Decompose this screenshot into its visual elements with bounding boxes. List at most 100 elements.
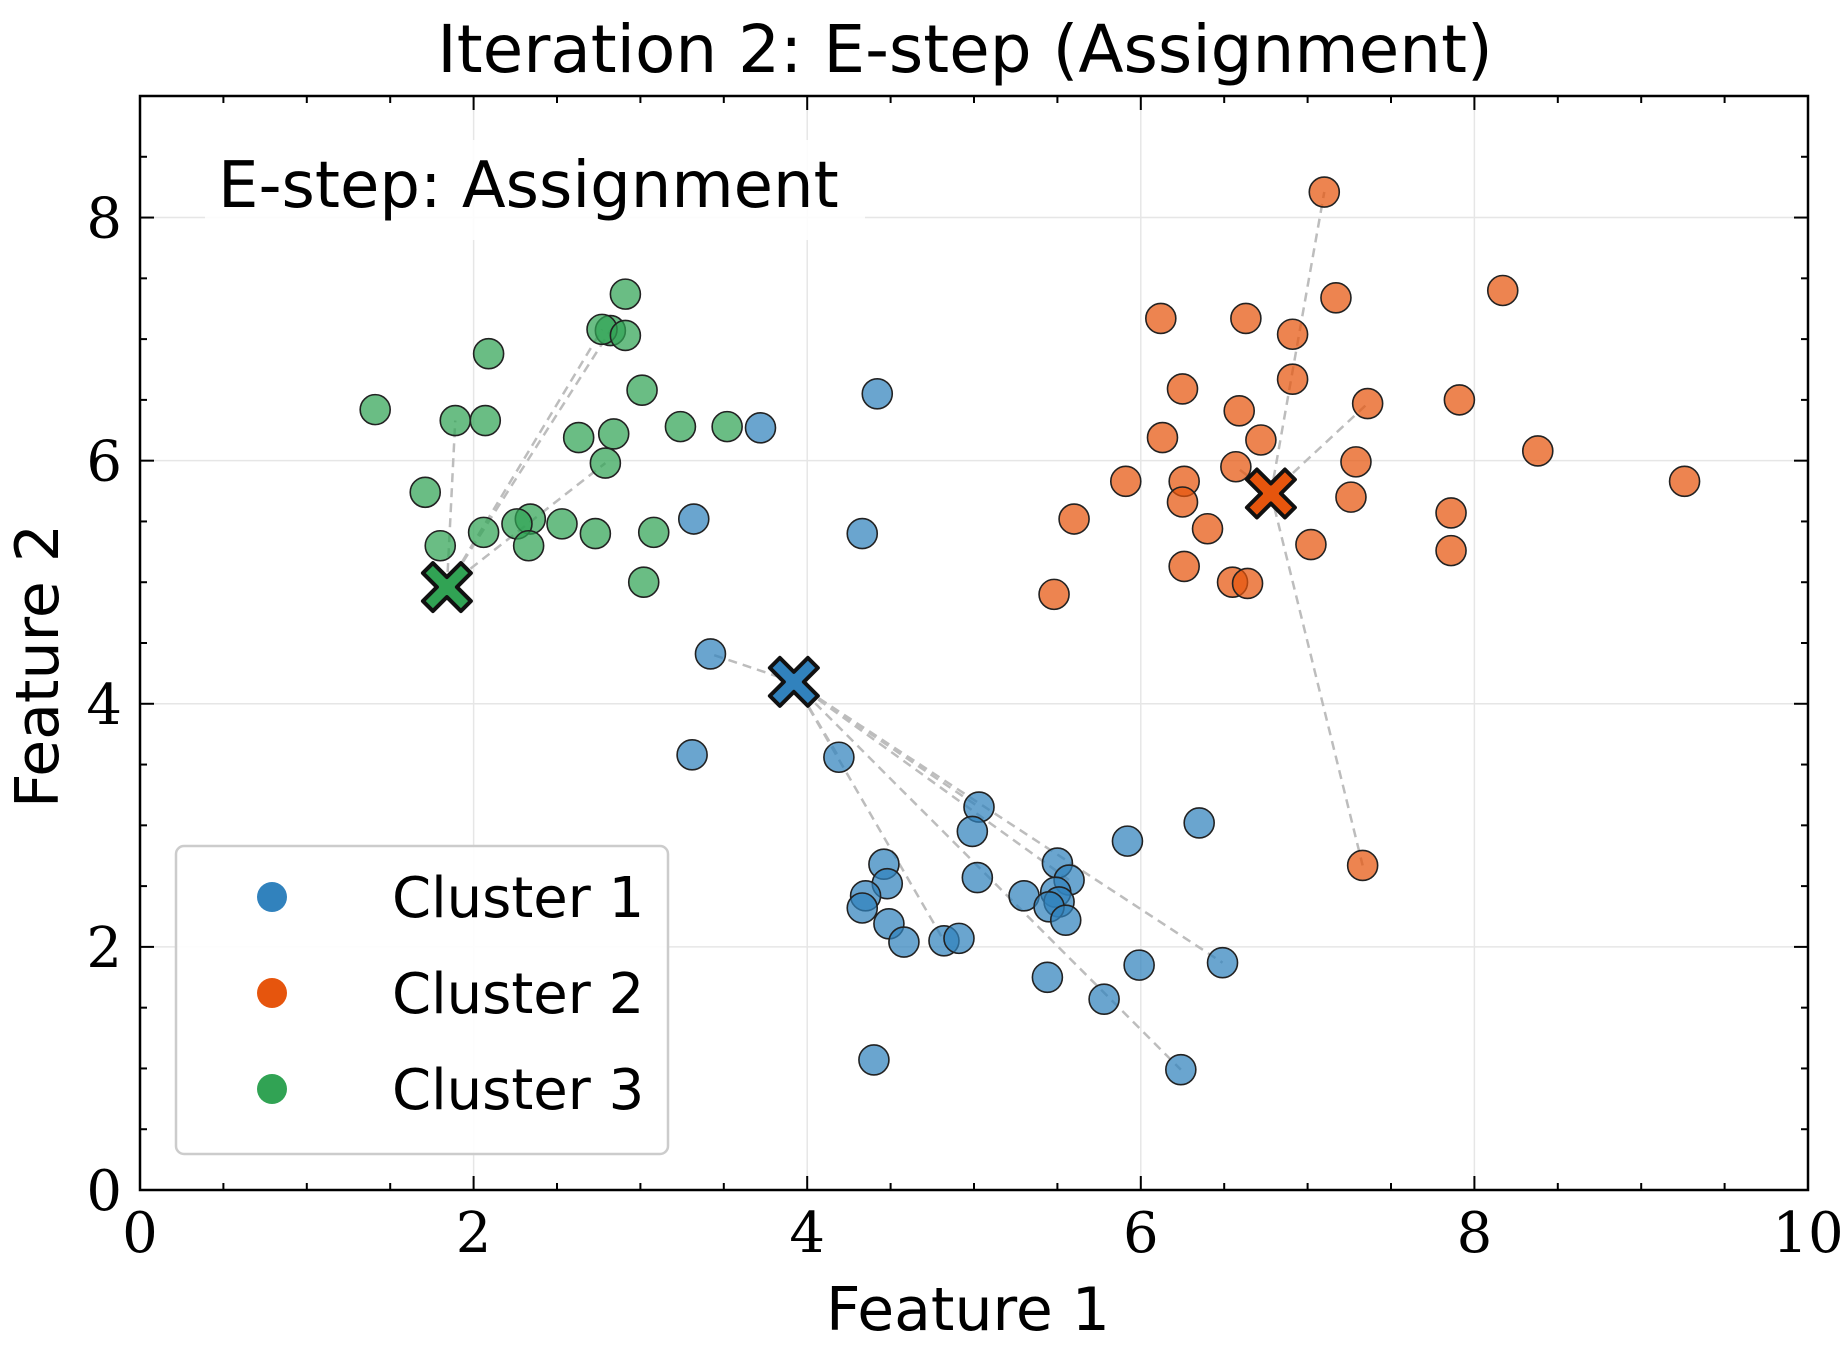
data-point-cluster-2 <box>1435 497 1467 529</box>
data-point-cluster-1 <box>943 922 975 955</box>
centroids <box>420 467 1297 708</box>
y-tick-label: 6 <box>86 430 122 495</box>
data-point-cluster-2 <box>1346 849 1379 882</box>
data-point-cluster-2 <box>1486 274 1519 307</box>
assignment-line <box>793 680 1070 882</box>
data-point-cluster-2 <box>1443 384 1476 416</box>
data-point-cluster-3 <box>664 410 697 443</box>
legend-label-cluster-3: Cluster 3 <box>392 1058 644 1123</box>
data-point-cluster-2 <box>1231 567 1264 600</box>
points <box>359 176 1701 1086</box>
data-point-cluster-1 <box>1031 961 1064 994</box>
legend-marker-cluster-1 <box>257 882 287 912</box>
data-point-cluster-2 <box>1351 387 1384 420</box>
data-point-cluster-2 <box>1038 578 1070 611</box>
data-point-cluster-1 <box>1088 983 1120 1015</box>
data-point-cluster-2 <box>1308 176 1341 208</box>
data-point-cluster-1 <box>744 412 777 444</box>
assignment-line <box>1269 493 1364 866</box>
centroid-marker-cluster-3 <box>420 561 473 614</box>
data-point-cluster-3 <box>589 447 622 479</box>
data-point-cluster-3 <box>512 529 545 562</box>
assignment-line <box>445 328 604 588</box>
legend-label-cluster-1: Cluster 1 <box>392 866 644 931</box>
data-point-cluster-1 <box>1049 904 1082 936</box>
y-axis-label: Feature 2 <box>3 524 73 808</box>
data-point-cluster-2 <box>1521 435 1554 467</box>
data-point-cluster-2 <box>1276 363 1309 396</box>
data-point-cluster-2 <box>1166 373 1199 405</box>
assignment-line <box>793 680 1224 964</box>
data-point-cluster-3 <box>637 516 670 549</box>
data-point-cluster-2 <box>1191 512 1224 545</box>
data-point-cluster-2 <box>1335 481 1367 513</box>
x-tick-label: 6 <box>1123 1201 1159 1266</box>
data-point-cluster-2 <box>1146 421 1179 454</box>
x-tick-label: 2 <box>456 1201 492 1266</box>
y-tick-label: 0 <box>86 1159 122 1224</box>
data-point-cluster-3 <box>359 393 391 426</box>
data-point-cluster-3 <box>469 404 502 437</box>
legend: Cluster 1 Cluster 2 Cluster 3 <box>174 844 670 1156</box>
data-point-cluster-2 <box>1230 302 1262 335</box>
data-point-cluster-3 <box>562 421 595 454</box>
data-point-cluster-1 <box>1165 1053 1197 1086</box>
assignment-line <box>792 681 946 942</box>
data-point-cluster-1 <box>1111 825 1144 857</box>
data-point-cluster-2 <box>1320 281 1352 314</box>
annotation-text: E-step: Assignment <box>218 149 839 223</box>
data-point-cluster-2 <box>1168 550 1200 583</box>
x-axis-label: Feature 1 <box>826 1275 1110 1345</box>
x-tick-label: 10 <box>1772 1201 1843 1266</box>
data-point-cluster-3 <box>626 374 658 406</box>
x-tick-label: 4 <box>789 1201 825 1266</box>
legend-marker-cluster-2 <box>257 978 287 1008</box>
ticks: 0 2 4 6 8 10 0 2 4 6 8 <box>86 95 1844 1266</box>
data-point-cluster-3 <box>439 404 472 437</box>
data-point-cluster-2 <box>1245 424 1277 456</box>
data-point-cluster-1 <box>1206 946 1239 979</box>
data-point-cluster-1 <box>861 378 894 410</box>
data-point-cluster-3 <box>711 410 743 443</box>
data-point-cluster-2 <box>1145 302 1177 335</box>
chart-title: Iteration 2: E-step (Assignment) <box>437 11 1492 88</box>
legend-box <box>174 844 670 1156</box>
data-point-cluster-1 <box>888 926 920 958</box>
legend-label-cluster-2: Cluster 2 <box>392 962 644 1027</box>
data-point-cluster-2 <box>1668 465 1701 498</box>
data-point-cluster-3 <box>409 476 442 509</box>
data-point-cluster-1 <box>961 861 994 894</box>
data-point-cluster-3 <box>597 418 630 450</box>
assignment-line <box>446 462 607 589</box>
data-point-cluster-3 <box>579 517 612 550</box>
data-point-cluster-2 <box>1340 446 1372 478</box>
x-tick-label: 8 <box>1457 1201 1493 1266</box>
data-point-cluster-2 <box>1220 450 1252 483</box>
x-tick-label: 0 <box>122 1201 158 1266</box>
data-point-cluster-2 <box>1058 503 1090 535</box>
data-point-cluster-2 <box>1435 534 1467 567</box>
data-point-cluster-1 <box>846 517 879 550</box>
centroid-marker-cluster-2 <box>1244 467 1297 520</box>
data-point-cluster-1 <box>676 739 708 771</box>
data-point-cluster-1 <box>858 1044 890 1076</box>
y-tick-label: 4 <box>86 673 122 738</box>
data-point-cluster-1 <box>677 503 710 535</box>
data-point-cluster-1 <box>1183 807 1215 839</box>
data-point-cluster-1 <box>846 892 879 924</box>
data-point-cluster-1 <box>956 815 989 848</box>
data-point-cluster-3 <box>472 337 505 370</box>
data-point-cluster-2 <box>1295 528 1327 561</box>
data-point-cluster-2 <box>1276 318 1309 351</box>
data-point-cluster-2 <box>1166 486 1199 518</box>
data-point-cluster-2 <box>1223 395 1256 427</box>
data-point-cluster-3 <box>546 508 578 540</box>
y-tick-label: 2 <box>86 916 122 981</box>
data-point-cluster-3 <box>424 529 457 562</box>
data-point-cluster-3 <box>627 566 660 599</box>
data-point-cluster-3 <box>609 319 642 352</box>
legend-marker-cluster-3 <box>257 1074 287 1104</box>
data-point-cluster-1 <box>1123 949 1155 981</box>
data-point-cluster-3 <box>609 278 642 310</box>
